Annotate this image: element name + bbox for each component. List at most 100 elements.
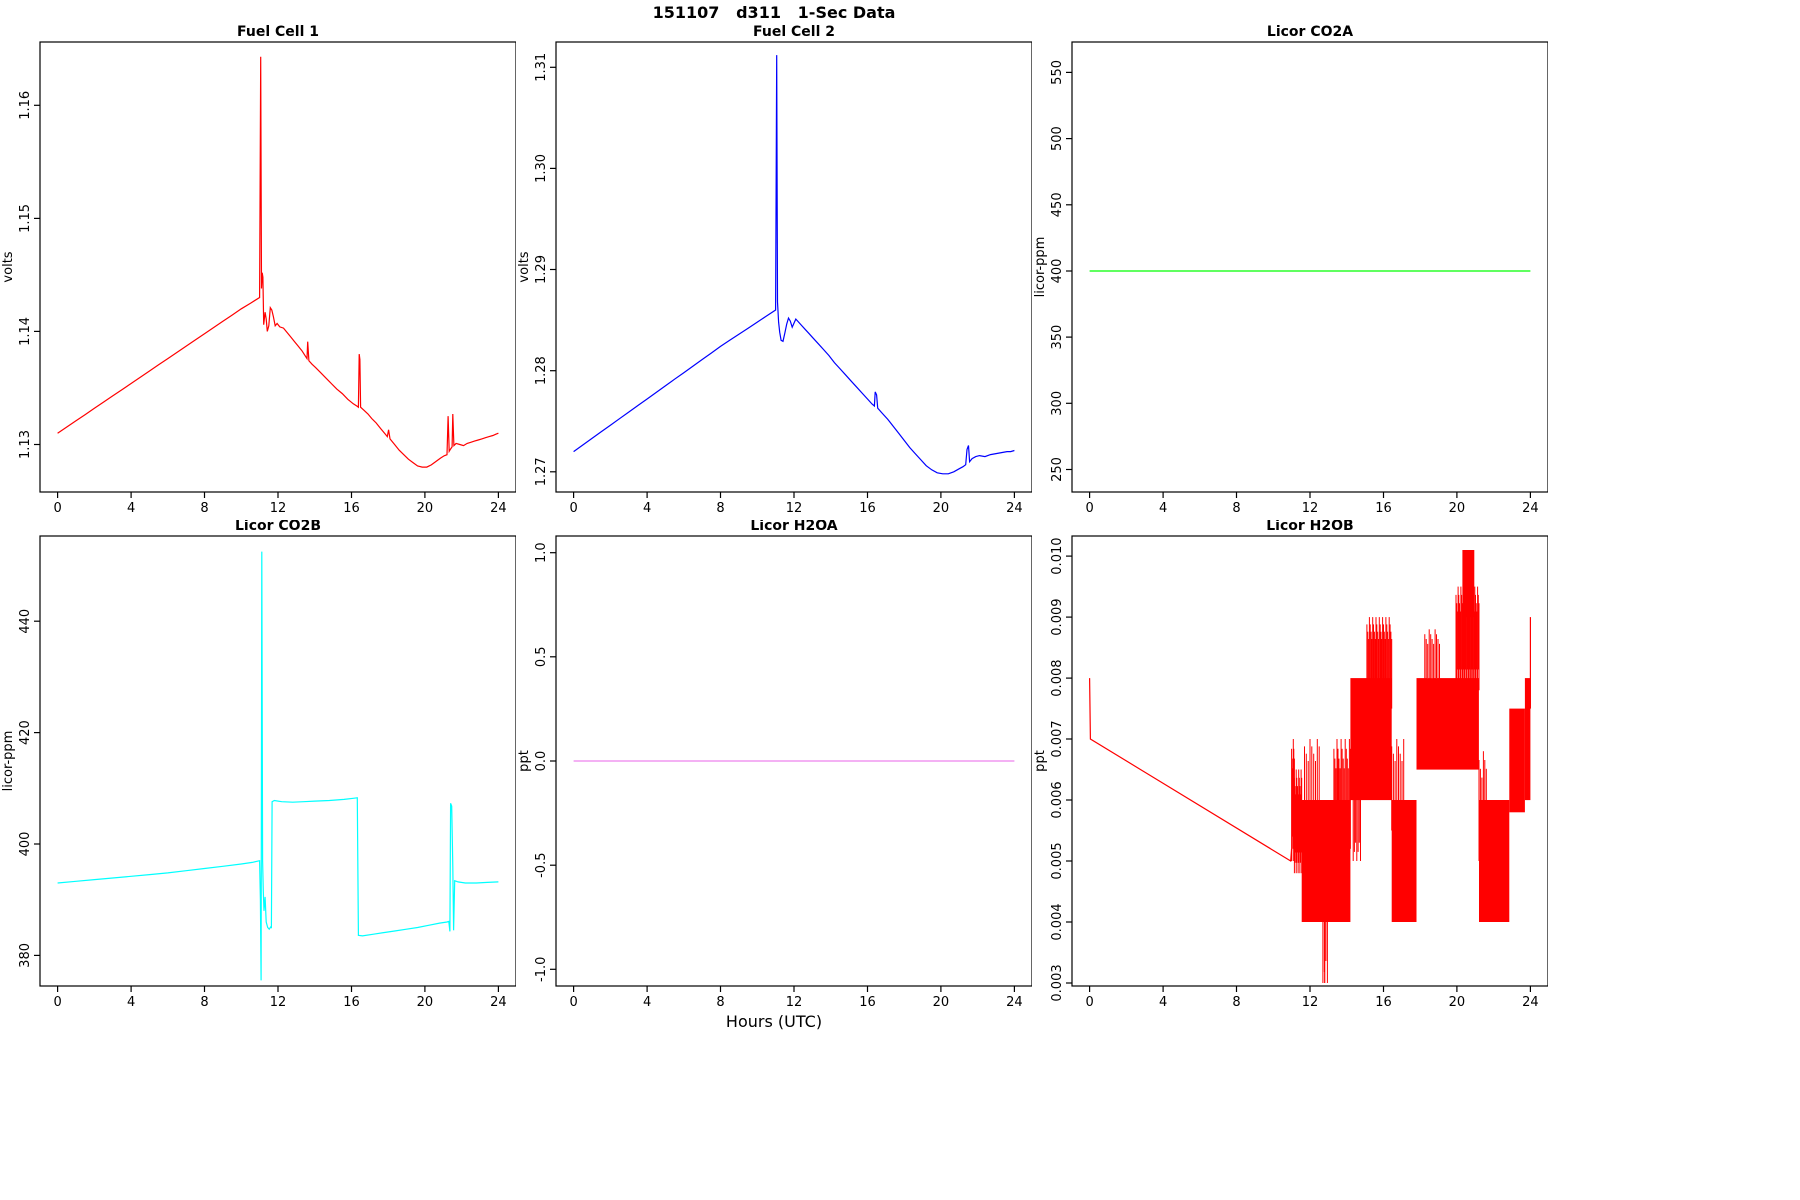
svg-text:20: 20 (1449, 501, 1466, 516)
svg-text:1.14: 1.14 (18, 317, 33, 346)
plot-content: 0 4 8 12 16 20 24 380 400 420 440 (18, 535, 516, 1010)
svg-text:300: 300 (1050, 391, 1065, 416)
svg-text:1.16: 1.16 (18, 91, 33, 120)
y-axis-label: volts (517, 251, 532, 282)
svg-text:0: 0 (569, 501, 577, 516)
chart-title: Licor H2OB (1266, 520, 1353, 534)
svg-text:-0.5: -0.5 (534, 853, 549, 878)
y-axis-label: licor-ppm (1, 731, 16, 792)
licor-co2a-plot: Licor CO2A licor-ppm 0 4 8 12 16 20 24 250 300 35… (1033, 24, 1548, 516)
svg-text:1.28: 1.28 (534, 356, 549, 385)
svg-text:16: 16 (1375, 995, 1392, 1010)
svg-text:16: 16 (343, 501, 360, 516)
svg-text:350: 350 (1050, 325, 1065, 350)
svg-text:20: 20 (417, 501, 434, 516)
svg-text:24: 24 (1522, 501, 1539, 516)
svg-text:0.003: 0.003 (1050, 964, 1065, 1001)
chart-title: Fuel Cell 1 (237, 24, 319, 40)
svg-text:500: 500 (1050, 126, 1065, 151)
chart-title: Licor CO2A (1267, 24, 1353, 40)
svg-text:420: 420 (18, 720, 33, 745)
svg-text:24: 24 (1006, 995, 1023, 1010)
panel-licor-co2a: Licor CO2A licor-ppm 0 4 8 12 16 20 24 250 300 35… (1032, 20, 1548, 520)
svg-text:16: 16 (1375, 501, 1392, 516)
panel-fuel-cell-2: Fuel Cell 2 volts 0 4 8 12 16 20 24 1.27 1.28 1.2… (516, 20, 1032, 520)
svg-text:8: 8 (1232, 995, 1240, 1010)
svg-text:0.0: 0.0 (534, 751, 549, 772)
svg-text:24: 24 (490, 995, 507, 1010)
svg-text:12: 12 (786, 501, 803, 516)
svg-text:24: 24 (1522, 995, 1539, 1010)
svg-text:0: 0 (1085, 501, 1093, 516)
svg-text:0: 0 (53, 501, 61, 516)
plot-content: 0 4 8 12 16 20 24 1.27 1.28 1.29 1.30 1.31 (534, 41, 1032, 516)
fuel-cell-1-plot: Fuel Cell 1 volts 0 4 8 12 16 20 24 1.13 1.14 1.1… (1, 24, 516, 516)
fuel-cell-2-plot: Fuel Cell 2 volts 0 4 8 12 16 20 24 1.27 1.28 1.2… (517, 24, 1032, 516)
svg-text:0.008: 0.008 (1050, 659, 1065, 696)
svg-text:1.15: 1.15 (18, 204, 33, 233)
svg-text:20: 20 (417, 995, 434, 1010)
svg-text:20: 20 (1449, 995, 1466, 1010)
svg-text:380: 380 (18, 943, 33, 968)
svg-text:24: 24 (490, 501, 507, 516)
svg-text:8: 8 (200, 501, 208, 516)
svg-text:12: 12 (1302, 501, 1319, 516)
plot-content: 0 4 8 12 16 20 24 250 300 350 400 450 500 550 (1050, 41, 1548, 516)
page-title: 151107 d311 1-Sec Data (652, 3, 896, 22)
svg-text:400: 400 (1050, 259, 1065, 284)
svg-text:1.31: 1.31 (534, 53, 549, 82)
chart-title: Licor CO2B (235, 520, 321, 534)
licor-co2b-plot: Licor CO2B licor-ppm 0 4 8 12 16 20 24 380 400 42… (1, 520, 516, 1010)
svg-text:20: 20 (933, 501, 950, 516)
svg-text:4: 4 (127, 501, 135, 516)
svg-text:0.009: 0.009 (1050, 598, 1065, 635)
svg-text:0: 0 (569, 995, 577, 1010)
panel-licor-h2ob: Licor H2OB ppt 0 4 8 12 16 20 24 0.003 0.004 0.00… (1032, 520, 1548, 1020)
svg-text:12: 12 (270, 995, 287, 1010)
svg-text:1.30: 1.30 (534, 154, 549, 183)
licor-h2ob-plot: Licor H2OB ppt 0 4 8 12 16 20 24 0.003 0.004 0.00… (1033, 520, 1548, 1010)
svg-text:450: 450 (1050, 192, 1065, 217)
svg-text:250: 250 (1050, 457, 1065, 482)
svg-text:16: 16 (859, 995, 876, 1010)
svg-text:0.007: 0.007 (1050, 720, 1065, 757)
svg-text:1.27: 1.27 (534, 457, 549, 486)
svg-text:0: 0 (53, 995, 61, 1010)
svg-text:1.13: 1.13 (18, 430, 33, 459)
svg-text:12: 12 (786, 995, 803, 1010)
svg-text:4: 4 (1159, 501, 1167, 516)
panel-licor-co2b: Licor CO2B licor-ppm 0 4 8 12 16 20 24 380 400 42… (0, 520, 516, 1020)
svg-text:0.010: 0.010 (1050, 537, 1065, 574)
svg-text:8: 8 (716, 995, 724, 1010)
panel-licor-h2oa: Licor H2OA ppt 0 4 8 12 16 20 24 -1.0 -0.5 0.0 0.5… (516, 520, 1032, 1020)
svg-text:4: 4 (1159, 995, 1167, 1010)
svg-text:8: 8 (1232, 501, 1240, 516)
svg-text:24: 24 (1006, 501, 1023, 516)
svg-text:16: 16 (859, 501, 876, 516)
svg-text:1.29: 1.29 (534, 255, 549, 284)
y-axis-label: volts (1, 251, 16, 282)
svg-text:12: 12 (1302, 995, 1319, 1010)
plot-content: 0 4 8 12 16 20 24 0.003 0.004 0.005 0.006 0.007 0.00… (1050, 535, 1548, 1010)
licor-h2oa-plot: Licor H2OA ppt 0 4 8 12 16 20 24 -1.0 -0.5 0.0 0.5… (517, 520, 1032, 1010)
svg-text:0.5: 0.5 (534, 646, 549, 667)
svg-text:440: 440 (18, 609, 33, 634)
svg-text:8: 8 (200, 995, 208, 1010)
svg-text:1.0: 1.0 (534, 542, 549, 563)
svg-text:0: 0 (1085, 995, 1093, 1010)
svg-text:0.004: 0.004 (1050, 903, 1065, 940)
y-axis-label: ppt (517, 750, 532, 772)
svg-text:-1.0: -1.0 (534, 957, 549, 982)
y-axis-label: ppt (1033, 750, 1048, 772)
svg-text:400: 400 (18, 832, 33, 857)
svg-text:0.005: 0.005 (1050, 842, 1065, 879)
svg-text:12: 12 (270, 501, 287, 516)
svg-text:4: 4 (643, 995, 651, 1010)
x-axis-title: Hours (UTC) (725, 1012, 823, 1031)
plot-content: 0 4 8 12 16 20 24 -1.0 -0.5 0.0 0.5 1.0 (534, 535, 1032, 1010)
plot-content: 0 4 8 12 16 20 24 1.13 1.14 1.15 1.16 (18, 41, 516, 516)
y-axis-label: licor-ppm (1033, 237, 1048, 298)
svg-text:0.006: 0.006 (1050, 781, 1065, 818)
panel-fuel-cell-1: Fuel Cell 1 volts 0 4 8 12 16 20 24 1.13 1.14 1.1… (0, 20, 516, 520)
